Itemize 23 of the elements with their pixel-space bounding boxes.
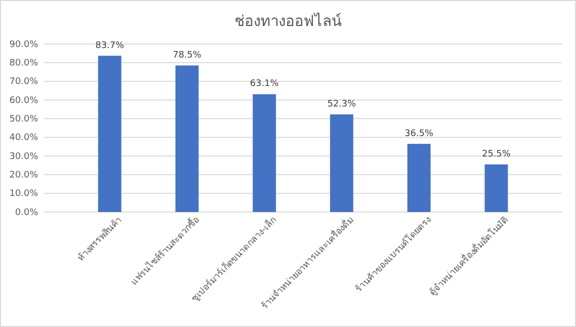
y-tick-label: 90.0% bbox=[9, 40, 38, 50]
y-tick-label: 60.0% bbox=[9, 96, 38, 106]
y-tick-label: 20.0% bbox=[9, 170, 38, 181]
data-label: 63.1% bbox=[250, 79, 280, 90]
y-tick-label: 0.0% bbox=[15, 208, 38, 218]
bar bbox=[175, 65, 199, 212]
bar bbox=[484, 164, 508, 212]
data-label: 52.3% bbox=[327, 99, 356, 110]
bar bbox=[98, 56, 122, 212]
chart-title: ช่องทางออฟไลน์ bbox=[234, 12, 342, 30]
bar bbox=[330, 114, 354, 212]
y-tick-label: 80.0% bbox=[9, 58, 38, 69]
y-tick-label: 50.0% bbox=[9, 114, 38, 125]
bar bbox=[407, 144, 431, 212]
y-tick-label: 70.0% bbox=[9, 77, 38, 88]
y-tick-label: 30.0% bbox=[9, 152, 38, 162]
y-tick-label: 40.0% bbox=[9, 133, 38, 144]
data-label: 83.7% bbox=[95, 40, 124, 51]
y-tick-label: 10.0% bbox=[9, 189, 38, 200]
data-label: 25.5% bbox=[482, 149, 512, 160]
bar bbox=[252, 94, 276, 212]
data-label: 36.5% bbox=[404, 128, 434, 139]
data-label: 78.5% bbox=[172, 50, 202, 60]
